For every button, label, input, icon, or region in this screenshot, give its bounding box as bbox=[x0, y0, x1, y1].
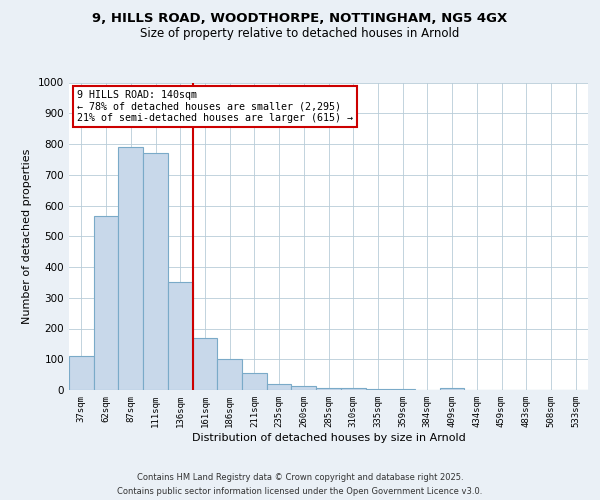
Text: Contains HM Land Registry data © Crown copyright and database right 2025.: Contains HM Land Registry data © Crown c… bbox=[137, 472, 463, 482]
Bar bbox=[193, 338, 217, 390]
Bar bbox=[267, 384, 292, 390]
Bar bbox=[118, 147, 143, 390]
Bar bbox=[316, 388, 341, 390]
Bar bbox=[242, 373, 267, 390]
Bar bbox=[365, 389, 390, 390]
Y-axis label: Number of detached properties: Number of detached properties bbox=[22, 148, 32, 324]
Bar bbox=[341, 388, 365, 390]
Bar bbox=[292, 386, 316, 390]
Text: Contains public sector information licensed under the Open Government Licence v3: Contains public sector information licen… bbox=[118, 488, 482, 496]
Bar bbox=[143, 153, 168, 390]
X-axis label: Distribution of detached houses by size in Arnold: Distribution of detached houses by size … bbox=[191, 432, 466, 442]
Bar bbox=[440, 388, 464, 390]
Bar bbox=[168, 282, 193, 390]
Bar bbox=[217, 359, 242, 390]
Bar bbox=[69, 356, 94, 390]
Text: 9 HILLS ROAD: 140sqm
← 78% of detached houses are smaller (2,295)
21% of semi-de: 9 HILLS ROAD: 140sqm ← 78% of detached h… bbox=[77, 90, 353, 124]
Text: Size of property relative to detached houses in Arnold: Size of property relative to detached ho… bbox=[140, 28, 460, 40]
Text: 9, HILLS ROAD, WOODTHORPE, NOTTINGHAM, NG5 4GX: 9, HILLS ROAD, WOODTHORPE, NOTTINGHAM, N… bbox=[92, 12, 508, 26]
Bar bbox=[94, 216, 118, 390]
